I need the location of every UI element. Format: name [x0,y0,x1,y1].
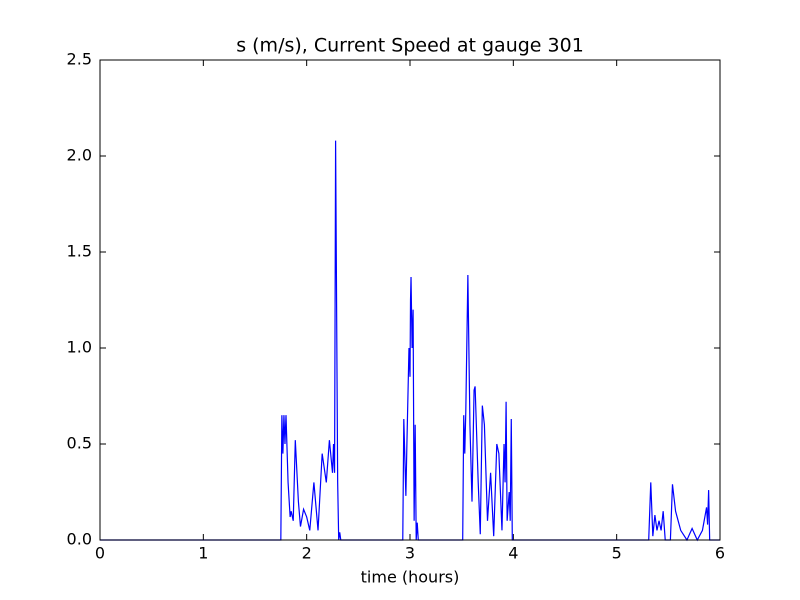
y-tick-label: 2.5 [67,50,92,69]
x-tick-label: 1 [198,544,208,563]
y-tick-label: 0.5 [67,434,92,453]
x-tick-label: 2 [302,544,312,563]
x-axis-label: time (hours) [361,568,460,587]
x-tick-label: 0 [95,544,105,563]
y-tick-label: 0.0 [67,530,92,549]
y-tick-label: 1.0 [67,338,92,357]
x-tick-label: 4 [508,544,518,563]
x-tick-label: 5 [612,544,622,563]
y-tick-label: 1.5 [67,242,92,261]
x-tick-label: 3 [405,544,415,563]
plot-frame [99,59,721,541]
x-tick-label: 6 [715,544,725,563]
data-line [100,140,720,542]
y-tick-label: 2.0 [67,146,92,165]
chart-title: s (m/s), Current Speed at gauge 301 [236,35,584,57]
